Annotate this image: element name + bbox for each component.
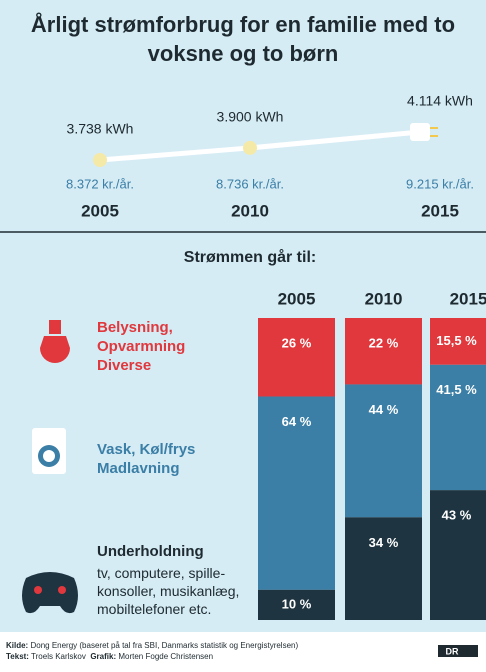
x-tick-label: 2010: [365, 289, 403, 308]
year-label: 2010: [231, 201, 269, 220]
price-label: 8.736 kr./år.: [216, 176, 284, 191]
text-credit: Troels Karlskov: [31, 652, 86, 661]
logo-box: [438, 645, 478, 657]
value-label: 10 %: [282, 596, 312, 611]
footer-band: [0, 632, 486, 672]
source: Kilde: Dong Energy (baseret på tal fra S…: [6, 641, 298, 650]
value-label: 64 %: [282, 414, 312, 429]
value-label: 3.738 kWh: [67, 121, 134, 137]
value-label: 26 %: [282, 335, 312, 350]
point: [93, 153, 107, 167]
bar-segment: [430, 490, 486, 620]
value-label: 4.114 kWh: [407, 93, 473, 109]
bar-segment: [258, 589, 335, 620]
gamepad-icon: [22, 572, 78, 614]
source-label: Kilde:: [6, 641, 29, 650]
x-tick-label: 2015: [450, 289, 486, 308]
value-label: 34 %: [369, 535, 399, 550]
bar-title: Strømmen går til:: [184, 248, 316, 266]
price-label: 9.215 kr./år.: [406, 176, 474, 191]
bar-segment: [345, 318, 422, 385]
source-text: Dong Energy (baseret på tal fra SBI, Dan…: [30, 641, 299, 650]
year-label: 2015: [421, 201, 459, 220]
legend-label: Underholdning: [97, 543, 204, 560]
bar-segment: [430, 364, 486, 491]
value-label: 15,5 %: [436, 333, 477, 348]
legend-label: Belysning, Opvarmning Diverse: [97, 319, 186, 374]
bar-segment: [258, 396, 335, 590]
consumption-line: [99, 129, 421, 163]
value-label: 3.900 kWh: [217, 109, 284, 125]
graphic-label: Grafik:: [90, 652, 117, 661]
point: [243, 140, 257, 155]
value-label: 44 %: [369, 402, 399, 417]
text-label: Tekst:: [6, 652, 29, 661]
bar-segment: [345, 384, 422, 518]
bar-segment: [258, 318, 335, 397]
washer-icon: [32, 428, 66, 474]
x-tick-label: 2005: [278, 289, 316, 308]
title: Årligt strømforbrug for en familie med t…: [30, 12, 456, 66]
bulb-icon: [40, 320, 70, 363]
value-label: 22 %: [369, 335, 399, 350]
year-label: 2005: [81, 201, 119, 220]
logo: DR: [446, 646, 459, 656]
value-label: 43 %: [442, 508, 472, 523]
bar-segment: [430, 318, 486, 365]
graphic-credit: Morten Fogde Christensen: [118, 652, 214, 661]
price-label: 8.372 kr./år.: [66, 176, 134, 191]
legend-label: Vask, Køl/frys Madlavning: [97, 441, 196, 477]
legend-description: tv, computere, spille-konsoller, musikan…: [97, 565, 240, 617]
credits: Tekst: Troels Karlskov Grafik: Morten Fo…: [6, 652, 213, 661]
plug-point: [410, 123, 430, 141]
bar-segment: [345, 517, 422, 620]
value-label: 41,5 %: [436, 382, 477, 397]
